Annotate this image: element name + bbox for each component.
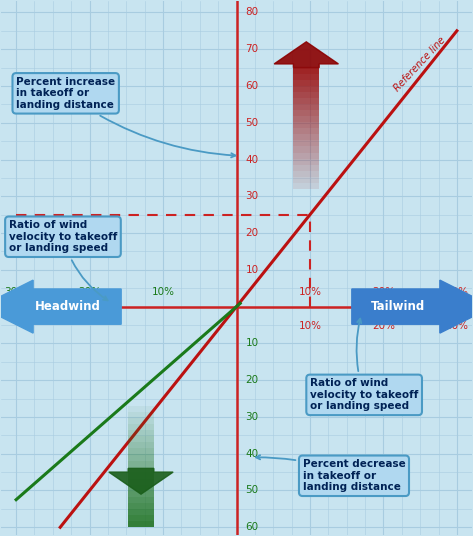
Bar xyxy=(293,110,319,116)
Bar xyxy=(128,460,154,466)
Text: 50: 50 xyxy=(245,486,258,495)
Bar xyxy=(128,406,154,412)
Text: 60: 60 xyxy=(245,81,258,91)
Text: 40: 40 xyxy=(245,154,258,165)
Text: 20%: 20% xyxy=(372,321,395,331)
Bar xyxy=(293,116,319,122)
FancyBboxPatch shape xyxy=(352,280,473,333)
Text: Headwind: Headwind xyxy=(35,300,100,313)
Text: 70: 70 xyxy=(245,44,258,54)
Text: 60: 60 xyxy=(245,522,258,532)
FancyArrow shape xyxy=(109,468,173,494)
Text: 10%: 10% xyxy=(151,287,175,297)
Bar xyxy=(293,165,319,171)
Text: 80: 80 xyxy=(245,8,258,18)
Text: Percent decrease
in takeoff or
landing distance: Percent decrease in takeoff or landing d… xyxy=(256,455,405,493)
Text: 10%: 10% xyxy=(298,287,322,297)
Text: 30%: 30% xyxy=(446,287,468,297)
Bar xyxy=(293,92,319,98)
Bar xyxy=(128,509,154,515)
Bar xyxy=(128,424,154,430)
Text: 30%: 30% xyxy=(5,287,27,297)
Bar xyxy=(128,418,154,424)
Bar xyxy=(293,104,319,110)
Text: 20%: 20% xyxy=(78,287,101,297)
Bar xyxy=(128,503,154,509)
Bar xyxy=(128,515,154,521)
Bar xyxy=(293,146,319,153)
Bar xyxy=(293,68,319,73)
Text: Tailwind: Tailwind xyxy=(371,300,425,313)
Bar xyxy=(293,98,319,104)
Bar xyxy=(293,171,319,177)
Text: 20%: 20% xyxy=(372,287,395,297)
Text: 20: 20 xyxy=(245,228,258,238)
Bar xyxy=(293,86,319,92)
Text: 30: 30 xyxy=(245,412,258,422)
Text: 50: 50 xyxy=(245,118,258,128)
FancyArrow shape xyxy=(274,42,338,68)
Text: 40: 40 xyxy=(245,449,258,459)
Text: Percent increase
in takeoff or
landing distance: Percent increase in takeoff or landing d… xyxy=(16,77,236,158)
Bar xyxy=(128,479,154,485)
Bar xyxy=(293,73,319,80)
Text: Ratio of wind
velocity to takeoff
or landing speed: Ratio of wind velocity to takeoff or lan… xyxy=(310,318,418,412)
Bar xyxy=(128,485,154,491)
Bar xyxy=(128,521,154,527)
Text: 30%: 30% xyxy=(446,321,468,331)
Bar xyxy=(293,153,319,159)
Text: 10: 10 xyxy=(245,265,258,275)
Text: Ratio of wind
velocity to takeoff
or landing speed: Ratio of wind velocity to takeoff or lan… xyxy=(9,220,117,300)
Bar xyxy=(293,159,319,165)
Bar xyxy=(293,177,319,183)
Bar xyxy=(293,135,319,140)
Bar xyxy=(128,412,154,418)
Text: 30: 30 xyxy=(245,191,258,202)
Bar xyxy=(293,140,319,146)
Bar xyxy=(128,455,154,460)
Bar xyxy=(128,497,154,503)
Bar xyxy=(128,430,154,436)
Text: 10%: 10% xyxy=(298,321,322,331)
Bar xyxy=(128,449,154,455)
Bar xyxy=(293,183,319,189)
Bar xyxy=(128,466,154,473)
Bar xyxy=(128,473,154,479)
Text: 10: 10 xyxy=(245,338,258,348)
FancyBboxPatch shape xyxy=(0,280,121,333)
Bar xyxy=(293,122,319,128)
Bar xyxy=(128,491,154,497)
Text: 20: 20 xyxy=(245,375,258,385)
Bar xyxy=(293,80,319,86)
Bar xyxy=(128,436,154,442)
Text: Reference line: Reference line xyxy=(393,35,448,93)
Bar xyxy=(293,128,319,135)
Bar xyxy=(128,442,154,449)
